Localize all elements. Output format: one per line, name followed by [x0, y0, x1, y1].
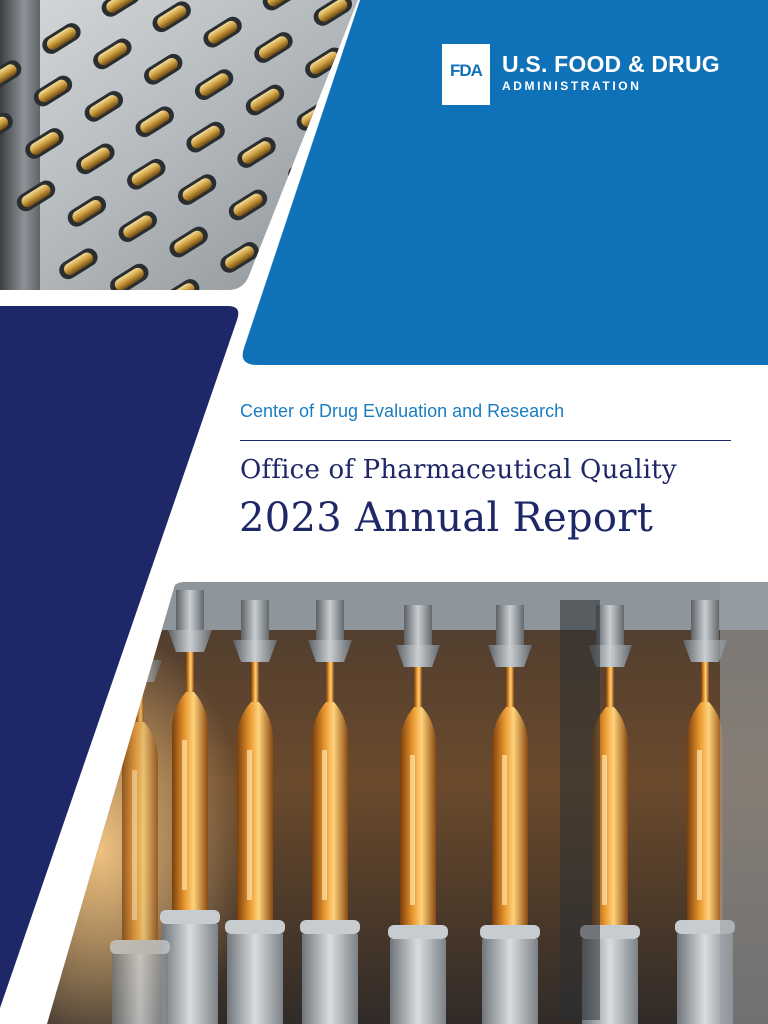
- report-title: 2023 Annual Report: [239, 495, 654, 541]
- fda-wordmark: U.S. FOOD & DRUG ADMINISTRATION: [502, 44, 720, 93]
- capsule-machine-photo: [0, 0, 358, 290]
- fda-wordmark-line2: ADMINISTRATION: [502, 79, 642, 93]
- fda-wordmark-line1: U.S. FOOD & DRUG: [502, 51, 720, 77]
- center-name: Center of Drug Evaluation and Research: [240, 401, 565, 421]
- fda-logo: FDA U.S. FOOD & DRUG ADMINISTRATION: [442, 44, 720, 105]
- navy-side-panel: [0, 306, 239, 1008]
- title-divider: [240, 440, 731, 441]
- office-title: Office of Pharmaceutical Quality: [240, 455, 677, 485]
- blue-header-panel: [242, 0, 768, 365]
- fda-mark: FDA: [442, 44, 490, 105]
